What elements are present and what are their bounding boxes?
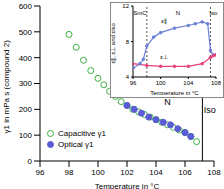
svg-text:108: 108 [207,168,216,177]
svg-text:Temperature in °C: Temperature in °C [95,182,160,189]
svg-text:200: 200 [19,105,33,114]
svg-text:ε∥: ε∥ [161,18,167,25]
svg-text:104: 104 [149,168,163,177]
svg-text:400: 400 [19,54,33,63]
svg-text:100: 100 [91,168,105,177]
svg-text:96: 96 [130,80,137,86]
svg-text:ε∥, ε⊥ and εiso: ε∥, ε⊥ and εiso [111,22,117,63]
svg-text:0: 0 [28,157,33,166]
svg-text:γ1 in mPa s (compound 2): γ1 in mPa s (compound 2) [8,40,11,134]
svg-text:108: 108 [211,80,216,86]
svg-text:100: 100 [156,80,167,86]
html-text:Capacitive γ1: Capacitive γ1 [58,129,106,138]
svg-text:106: 106 [178,168,192,177]
svg-text:104: 104 [183,80,194,86]
svg-text:500: 500 [19,28,33,37]
svg-text:96: 96 [36,168,45,177]
svg-text:N: N [164,97,171,107]
svg-text:SmC: SmC [133,10,147,16]
svg-text:102: 102 [120,168,134,177]
svg-text:100: 100 [19,131,33,140]
html-text:Optical γ1: Optical γ1 [58,140,94,149]
svg-text:98: 98 [65,168,74,177]
svg-text:4: 4 [126,74,130,80]
svg-text:300: 300 [19,79,33,88]
svg-text:N: N [176,10,180,16]
svg-text:ε⊥: ε⊥ [160,54,168,60]
svg-text:600: 600 [19,2,33,11]
svg-text:Iso: Iso [204,105,216,115]
svg-text:Temperature in °C: Temperature in °C [150,90,199,95]
svg-text:8: 8 [126,39,130,45]
svg-text:12: 12 [122,3,129,9]
svg-text:Iso: Iso [209,10,216,16]
